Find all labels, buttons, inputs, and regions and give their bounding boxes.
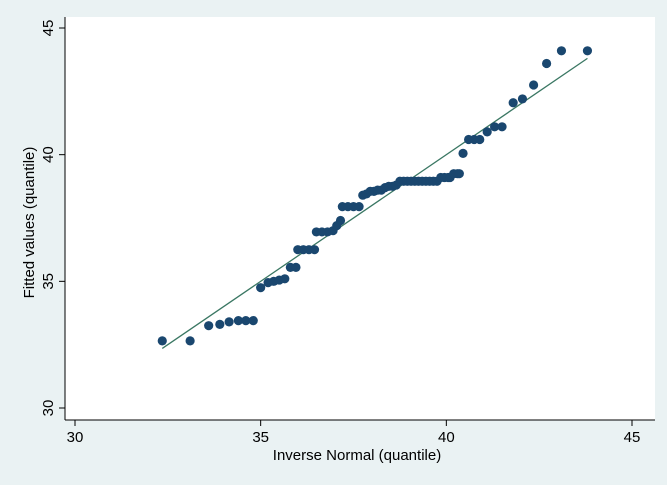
reference-line [161,57,588,350]
data-point [517,94,528,104]
data-point [556,46,567,56]
y-tick-label: 40 [40,146,57,163]
x-tick-label: 35 [252,429,269,446]
data-point [528,80,539,90]
data-point [582,46,593,56]
data-point [541,58,552,69]
reference-line-layer [161,57,588,350]
data-point [224,317,234,327]
data-point [354,202,364,212]
data-point [291,262,301,272]
data-point [482,127,492,137]
data-point [215,319,225,329]
data-point [335,215,346,226]
y-tick-label: 35 [40,273,57,290]
data-point [454,169,464,179]
axes-layer: 30 35 40 45 30 35 40 45 [40,17,655,446]
y-tick-label: 45 [40,20,57,37]
x-tick-label: 45 [624,429,641,446]
data-point [157,336,167,346]
plot-area-background [65,17,655,420]
data-point [458,148,468,158]
data-point [309,245,320,255]
data-point [475,134,485,145]
data-point [248,316,258,326]
data-point [508,98,518,108]
y-axis-title: Fitted values (quantile) [21,147,38,299]
data-point [256,283,266,293]
data-point [204,321,214,331]
data-point [490,122,500,132]
data-point [280,274,290,284]
x-axis-title: Inverse Normal (quantile) [273,447,441,464]
x-tick-label: 30 [67,429,84,446]
data-point [185,336,195,346]
data-point [233,316,243,326]
data-point [241,316,251,326]
x-tick-label: 40 [438,429,455,446]
scatter-points-layer [157,46,593,346]
data-point [497,122,507,132]
y-tick-label: 30 [40,400,57,417]
